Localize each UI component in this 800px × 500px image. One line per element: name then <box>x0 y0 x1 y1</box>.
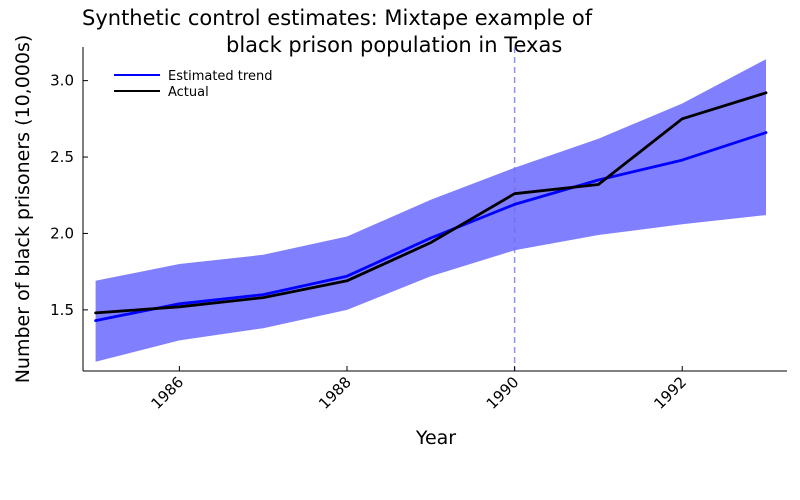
confidence-band-layer <box>95 59 767 362</box>
x-tick-label: 1986 <box>147 373 187 413</box>
legend: Estimated trend Actual <box>114 69 272 100</box>
y-axis-label: Number of black prisoners (10,000s) <box>12 35 34 384</box>
series-line-actual <box>94 91 768 315</box>
chart-title-line2: black prison population in Texas <box>226 33 562 57</box>
y-tick-label: 1.5 <box>50 301 74 319</box>
x-tick-label: 1988 <box>315 373 355 413</box>
x-ticks: 1986 1988 1990 1992 <box>147 366 690 413</box>
x-tick-label: 1992 <box>650 373 690 413</box>
confidence-band <box>95 59 767 362</box>
series-line-estimated-trend <box>94 131 768 323</box>
chart-title-line1: Synthetic control estimates: Mixtape exa… <box>82 6 593 30</box>
legend-label-actual: Actual <box>168 85 209 100</box>
x-axis-label: Year <box>415 427 456 449</box>
x-tick-label: 1990 <box>483 373 523 413</box>
y-tick-label: 2.0 <box>50 224 74 242</box>
y-ticks: 1.5 2.0 2.5 3.0 <box>50 72 88 319</box>
series-layer <box>94 91 768 323</box>
legend-label-estimated-trend: Estimated trend <box>168 69 272 84</box>
y-tick-label: 3.0 <box>50 72 74 90</box>
y-tick-label: 2.5 <box>50 148 74 166</box>
